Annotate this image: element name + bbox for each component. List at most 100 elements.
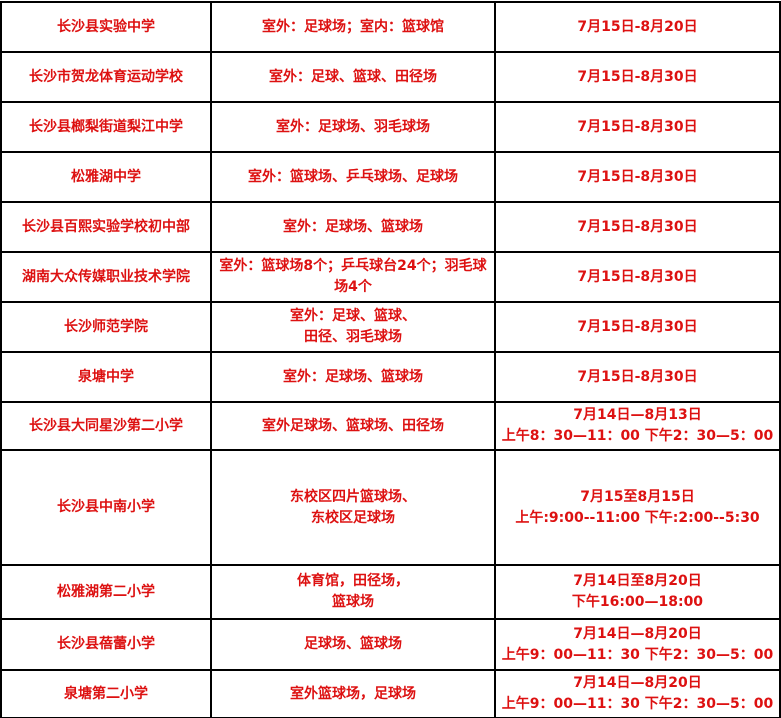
open-dates-cell: 7月15日-8月30日: [494, 51, 781, 103]
facilities-cell: 室外：足球场；室内：篮球馆: [210, 1, 496, 53]
open-dates-cell-text: 7月15日-8月30日: [577, 168, 698, 185]
table-row: 长沙县大同星沙第二小学 室外足球场、篮球场、田径场 7月14日—8月13日上午8：3…: [0, 401, 781, 451]
facilities-cell-text: 室外：足球场、篮球场: [283, 218, 423, 235]
facilities-cell: 室外：篮球场8个；乒乓球台24个；羽毛球场4个: [210, 251, 496, 303]
school-name-cell-text: 长沙县中南小学: [57, 499, 155, 515]
table-row: 长沙县蓓蕾小学 足球场、篮球场 7月14日—8月20日上午9：00—11：30 下午…: [0, 618, 781, 671]
facilities-cell-text: 室外：足球、篮球、田径场: [269, 68, 437, 85]
open-dates-cell-text: 上午:9:00--11:00 下午:2:00--5:30: [515, 509, 760, 526]
open-dates-cell-text: 7月14日—8月13日: [573, 407, 702, 423]
facilities-cell-text: 室外：篮球场8个；乒乓球台24个；羽毛球场4个: [219, 258, 487, 295]
school-name-cell-text: 松雅湖第二小学: [57, 583, 155, 600]
facilities-cell-text: 室外：足球场；室内：篮球馆: [262, 18, 444, 35]
school-name-cell-text: 松雅湖中学: [71, 168, 141, 185]
facilities-cell-text: 田径、羽毛球场: [304, 329, 402, 345]
school-name-cell: 长沙县百熙实验学校初中部: [0, 201, 212, 253]
facilities-cell-text: 篮球场: [332, 594, 374, 610]
facilities-cell: 室外：足球、篮球、 田径、羽毛球场: [210, 301, 496, 353]
school-name-cell-text: 泉塘中学: [78, 368, 134, 385]
open-dates-cell: 7月14日—8月13日上午8：30—11：00 下午2：30—5：00: [494, 401, 781, 451]
facilities-cell-text: 室外篮球场，足球场: [290, 685, 416, 702]
school-name-cell: 长沙县大同星沙第二小学: [0, 401, 212, 451]
table-row: 泉塘第二小学 室外篮球场，足球场 7月14日—8月20日上午9：00—11：30 下…: [0, 669, 781, 718]
facilities-cell: 室外：足球场、篮球场: [210, 351, 496, 403]
open-dates-cell-text: 下午16:00—18:00: [571, 594, 704, 610]
facilities-cell-text: 东校区四片篮球场、: [290, 488, 416, 505]
table-row: 湖南大众传媒职业技术学院 室外：篮球场8个；乒乓球台24个；羽毛球场4个 7月15日…: [0, 251, 781, 303]
facilities-cell: 室外篮球场，足球场: [210, 669, 496, 718]
school-name-cell: 松雅湖中学: [0, 151, 212, 203]
school-name-cell: 泉塘第二小学: [0, 669, 212, 718]
facilities-cell-text: 室外：篮球场、乒乓球场、足球场: [248, 168, 458, 185]
facilities-cell: 室外：足球场、羽毛球场: [210, 101, 496, 153]
open-dates-cell-text: 7月15日-8月30日: [577, 368, 698, 385]
facilities-cell: 足球场、篮球场: [210, 618, 496, 671]
open-dates-cell-text: 上午9：00—11：30 下午2：30—5：00: [501, 696, 774, 712]
table-row: 长沙市贺龙体育运动学校 室外：足球、篮球、田径场 7月15日-8月30日: [0, 51, 781, 103]
school-name-cell-text: 湖南大众传媒职业技术学院: [22, 268, 190, 285]
open-dates-cell-text: 7月15日-8月30日: [577, 118, 698, 135]
table-row: 长沙县榔梨街道梨江中学 室外：足球场、羽毛球场 7月15日-8月30日: [0, 101, 781, 153]
table-row: 泉塘中学 室外：足球场、篮球场 7月15日-8月30日: [0, 351, 781, 403]
school-name-cell-text: 长沙县百熙实验学校初中部: [22, 218, 190, 235]
facilities-cell: 室外：足球、篮球、田径场: [210, 51, 496, 103]
school-name-cell: 湖南大众传媒职业技术学院: [0, 251, 212, 303]
school-name-cell-text: 长沙县榔梨街道梨江中学: [29, 118, 183, 135]
table-row: 松雅湖中学 室外：篮球场、乒乓球场、足球场 7月15日-8月30日: [0, 151, 781, 203]
school-name-cell: 长沙市贺龙体育运动学校: [0, 51, 212, 103]
open-dates-cell-text: 7月15日-8月30日: [577, 268, 698, 285]
facilities-cell: 室外足球场、篮球场、田径场: [210, 401, 496, 451]
open-dates-cell-text: 7月15日-8月20日: [577, 18, 698, 35]
open-dates-cell: 7月15日-8月30日: [494, 351, 781, 403]
facilities-cell-text: 室外：足球、篮球、: [290, 308, 416, 324]
facilities-cell: 东校区四片篮球场、 东校区足球场: [210, 449, 496, 566]
open-dates-cell-text: 上午8：30—11：00 下午2：30—5：00: [501, 428, 774, 444]
school-name-cell-text: 长沙县蓓蕾小学: [57, 636, 155, 652]
table-row: 松雅湖第二小学 体育馆，田径场， 篮球场 7月14日至8月20日 下午16:00—18:…: [0, 564, 781, 620]
school-name-cell: 长沙师范学院: [0, 301, 212, 353]
facilities-cell-text: 室外足球场、篮球场、田径场: [262, 417, 444, 434]
open-dates-cell: 7月15日-8月30日: [494, 251, 781, 303]
open-dates-cell-text: 7月15至8月15日: [580, 488, 695, 505]
open-dates-cell: 7月15日-8月20日: [494, 1, 781, 53]
open-dates-cell: 7月15日-8月30日: [494, 101, 781, 153]
open-dates-cell-text: 7月14日至8月20日: [573, 573, 702, 589]
open-dates-cell-text: 7月15日-8月30日: [577, 218, 698, 235]
open-dates-cell: 7月14日—8月20日上午9：00—11：30 下午2：30—5：00: [494, 618, 781, 671]
open-dates-cell: 7月15日-8月30日: [494, 151, 781, 203]
facilities-cell-text: 室外：足球场、篮球场: [283, 368, 423, 385]
table-row: 长沙县中南小学 东校区四片篮球场、 东校区足球场 7月15至8月15日上午:9:00-…: [0, 449, 781, 566]
school-name-cell-text: 长沙市贺龙体育运动学校: [29, 68, 183, 85]
open-dates-cell-text: 7月15日-8月30日: [577, 318, 698, 335]
open-dates-cell: 7月15日-8月30日: [494, 301, 781, 353]
school-name-cell-text: 泉塘第二小学: [64, 685, 148, 702]
facilities-cell-text: 室外：足球场、羽毛球场: [276, 118, 430, 135]
school-name-cell-text: 长沙县大同星沙第二小学: [29, 417, 183, 434]
table-row: 长沙县百熙实验学校初中部 室外：足球场、篮球场 7月15日-8月30日: [0, 201, 781, 253]
table-row: 长沙师范学院 室外：足球、篮球、 田径、羽毛球场 7月15日-8月30日: [0, 301, 781, 353]
open-dates-cell: 7月15日-8月30日: [494, 201, 781, 253]
school-name-cell: 松雅湖第二小学: [0, 564, 212, 620]
school-name-cell: 长沙县中南小学: [0, 449, 212, 566]
open-dates-cell-text: 上午9：00—11：30 下午2：30—5：00: [501, 646, 774, 663]
open-dates-cell: 7月14日至8月20日 下午16:00—18:00: [494, 564, 781, 620]
school-name-cell: 长沙县实验中学: [0, 1, 212, 53]
school-name-cell: 长沙县榔梨街道梨江中学: [0, 101, 212, 153]
open-dates-cell-text: 7月14日—8月20日: [573, 675, 702, 691]
facilities-cell-text: 足球场、篮球场: [304, 636, 402, 652]
open-dates-cell: 7月14日—8月20日上午9：00—11：30 下午2：30—5：00: [494, 669, 781, 718]
facilities-cell: 体育馆，田径场， 篮球场: [210, 564, 496, 620]
school-name-cell-text: 长沙师范学院: [64, 318, 148, 335]
school-name-cell: 长沙县蓓蕾小学: [0, 618, 212, 671]
facilities-cell-text: 体育馆，田径场，: [297, 573, 409, 589]
open-dates-cell-text: 7月14日—8月20日: [573, 625, 702, 642]
school-name-cell-text: 长沙县实验中学: [57, 18, 155, 35]
facilities-cell: 室外：足球场、篮球场: [210, 201, 496, 253]
facilities-cell: 室外：篮球场、乒乓球场、足球场: [210, 151, 496, 203]
facilities-cell-text: 东校区足球场: [311, 509, 395, 526]
table-row: 长沙县实验中学 室外：足球场；室内：篮球馆 7月15日-8月20日: [0, 1, 781, 53]
open-dates-cell-text: 7月15日-8月30日: [577, 68, 698, 85]
